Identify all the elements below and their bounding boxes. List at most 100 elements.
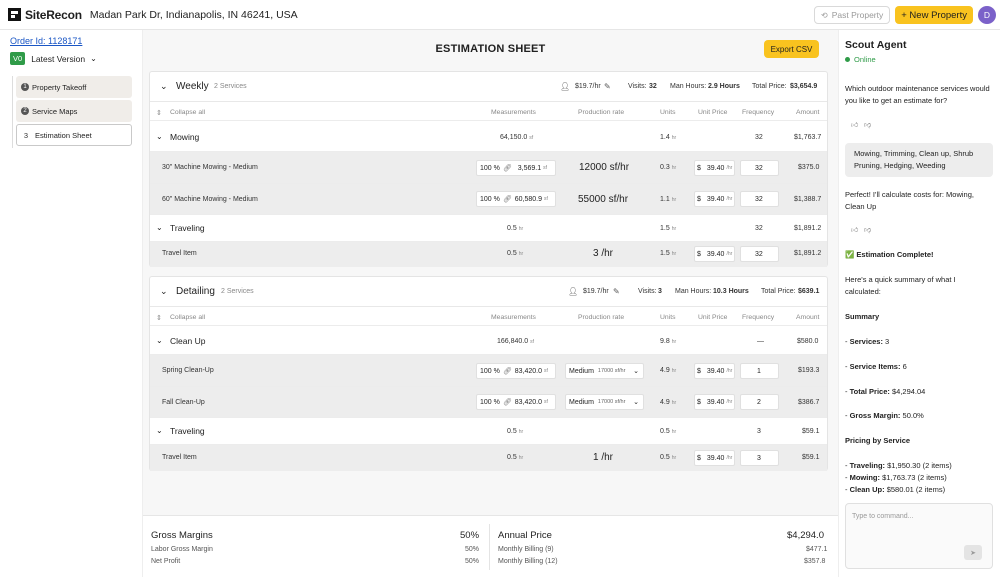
production-rate[interactable]: 3 /hr — [593, 248, 614, 259]
summary-gross-margin: - Gross Margin: 50.0% — [845, 411, 924, 420]
unit-price-input[interactable]: $ 39.40 /hr — [694, 394, 735, 410]
frequency-input[interactable]: 1 — [740, 363, 779, 379]
thumbs-down-icon[interactable]: 👎︎ — [864, 227, 872, 234]
item-row: 60" Machine Mowing - Medium 100 % 🔗︎ 60,… — [150, 184, 827, 215]
group-row-traveling[interactable]: ⌄ Traveling 0.5 hr 1.5 hr 32 $1,891.2 — [150, 215, 827, 242]
user-avatar[interactable]: D — [978, 6, 996, 24]
pencil-icon[interactable]: ✎ — [613, 287, 620, 296]
version-badge: V0 — [10, 52, 26, 65]
chevron-down-icon: ⌄ — [90, 54, 97, 63]
item-units: 0.5 — [660, 454, 670, 461]
pricing-heading: Pricing by Service — [845, 436, 911, 445]
collapse-all-button[interactable]: Collapse all — [170, 109, 206, 116]
production-rate-select[interactable]: Medium 17000 sf/hr ⌄ — [565, 363, 644, 379]
section-service-count: 2 Services — [221, 288, 254, 295]
step-label: Service Maps — [32, 106, 78, 116]
group-title: Traveling — [170, 223, 205, 233]
unit: sf — [543, 165, 547, 171]
step-number: 2 — [21, 107, 29, 115]
production-rate-select[interactable]: Medium 17000 sf/hr ⌄ — [565, 394, 644, 410]
measurement-input[interactable]: 100 % 🔗︎ 83,420.0 sf — [476, 363, 556, 379]
group-row-clean-up[interactable]: ⌄ Clean Up 166,840.0 sf 9.8 hr — $580.0 — [150, 327, 827, 355]
collapse-all-button[interactable]: Collapse all — [170, 314, 206, 321]
item-units: 1.1 — [660, 196, 670, 203]
collapse-icon[interactable]: ⇕ — [156, 315, 162, 322]
unit: sf — [544, 368, 548, 374]
unit-price-input[interactable]: $ 39.40 /hr — [694, 450, 735, 466]
measurement-input[interactable]: 100 % 🔗︎ 60,580.9 sf — [476, 191, 556, 207]
item-amount: $59.1 — [802, 454, 820, 461]
item-units: 4.9 — [660, 399, 670, 406]
col-measurements: Measurements — [491, 109, 536, 116]
version-selector[interactable]: V0 Latest Version ⌄ — [10, 52, 97, 65]
new-property-button[interactable]: + New Property — [895, 6, 973, 24]
gross-margins-value: 50% — [460, 530, 480, 541]
chevron-down-icon[interactable]: ⌄ — [156, 132, 163, 141]
item-row: Spring Clean-Up 100 % 🔗︎ 83,420.0 sf Med… — [150, 355, 827, 387]
thumbs-up-icon[interactable]: 👍︎ — [851, 122, 859, 129]
monthly-billing-9-value: $477.1 — [806, 546, 828, 553]
unit-price-input[interactable]: $ 39.40 /hr — [694, 246, 735, 262]
percent-value: 100 % — [480, 367, 500, 375]
order-id-link[interactable]: Order Id: 1128171 — [10, 36, 83, 46]
summary-heading: Summary — [845, 312, 880, 321]
measurement-input[interactable]: 100 % 🔗︎ 83,420.0 sf — [476, 394, 556, 410]
pencil-icon[interactable]: ✎ — [604, 82, 611, 91]
step-property-takeoff[interactable]: 1 Property Takeoff — [16, 76, 132, 98]
frequency-input[interactable]: 32 — [740, 160, 779, 176]
left-sidebar: Order Id: 1128171 V0 Latest Version ⌄ 1 … — [0, 30, 143, 577]
workflow-steps: 1 Property Takeoff 2 Service Maps 3 Esti… — [12, 76, 132, 148]
past-property-button[interactable]: ⟲ Past Property — [814, 6, 891, 24]
export-csv-button[interactable]: Export CSV — [764, 40, 819, 58]
group-row-traveling[interactable]: ⌄ Traveling 0.5 hr 0.5 hr 3 $59.1 — [150, 418, 827, 445]
person-icon: 👤︎ — [560, 82, 571, 91]
chevron-down-icon[interactable]: ⌄ — [156, 336, 163, 345]
item-row: Travel Item 0.5 hr 3 /hr 1.5 hr $ 39.40 … — [150, 242, 827, 267]
brand-logo[interactable]: SiteRecon — [8, 8, 82, 22]
chevron-down-icon[interactable]: ⌄ — [160, 286, 168, 296]
unit-price-input[interactable]: $ 39.40 /hr — [694, 363, 735, 379]
col-measurements: Measurements — [491, 314, 536, 321]
net-profit-value: 50% — [465, 558, 480, 565]
item-name: Travel Item — [162, 454, 197, 461]
chevron-down-icon[interactable]: ⌄ — [160, 81, 168, 91]
chevron-down-icon[interactable]: ⌄ — [156, 426, 163, 435]
frequency-input[interactable]: 2 — [740, 394, 779, 410]
group-row-mowing[interactable]: ⌄ Mowing 64,150.0 sf 1.4 hr 32 $1,763.7 — [150, 122, 827, 152]
group-title: Clean Up — [170, 336, 206, 346]
percent-value: 100 % — [480, 195, 500, 203]
thumbs-down-icon[interactable]: 👎︎ — [864, 122, 872, 129]
percent-value: 100 % — [480, 164, 500, 172]
unit-price-input[interactable]: $ 39.40 /hr — [694, 191, 735, 207]
step-estimation-sheet[interactable]: 3 Estimation Sheet — [16, 124, 132, 146]
step-service-maps[interactable]: 2 Service Maps — [16, 100, 132, 122]
pricing-mowing: - Mowing: $1,763.73 (2 items) — [845, 473, 947, 482]
unit-price-value: 39.40 — [706, 398, 725, 406]
measurement-input[interactable]: 100 % 🔗︎ 3,569.1 sf — [476, 160, 556, 176]
production-rate[interactable]: 55000 sf/hr — [578, 194, 629, 205]
frequency-input[interactable]: 32 — [740, 246, 779, 262]
visits-label: Visits: — [638, 288, 657, 295]
chevron-down-icon[interactable]: ⌄ — [156, 223, 163, 232]
group-amount: $59.1 — [802, 428, 820, 435]
col-units: Units — [660, 314, 676, 321]
group-measurement: 64,150.0 — [500, 134, 528, 141]
send-icon: ➤ — [970, 549, 976, 557]
agent-message: Which outdoor maintenance services would… — [845, 84, 990, 105]
unit-price-input[interactable]: $ 39.40 /hr — [694, 160, 735, 176]
currency-symbol: $ — [697, 367, 701, 375]
send-button[interactable]: ➤ — [964, 545, 982, 560]
frequency-input[interactable]: 3 — [740, 450, 779, 466]
production-rate[interactable]: 1 /hr — [593, 452, 614, 463]
item-amount: $1,388.7 — [794, 196, 822, 203]
total-price-value: $3,654.9 — [790, 83, 818, 90]
production-rate[interactable]: 12000 sf/hr — [579, 162, 630, 173]
unit: hr — [671, 226, 677, 232]
command-input[interactable]: Type to command... ➤ — [845, 503, 993, 569]
collapse-icon[interactable]: ⇕ — [156, 110, 162, 117]
man-hours-value: 10.3 Hours — [713, 288, 749, 295]
siterecon-logo-icon — [8, 8, 21, 21]
thumbs-up-icon[interactable]: 👍︎ — [851, 227, 859, 234]
frequency-input[interactable]: 32 — [740, 191, 779, 207]
summary-intro: Here's a quick summary of what I calcula… — [845, 275, 956, 296]
